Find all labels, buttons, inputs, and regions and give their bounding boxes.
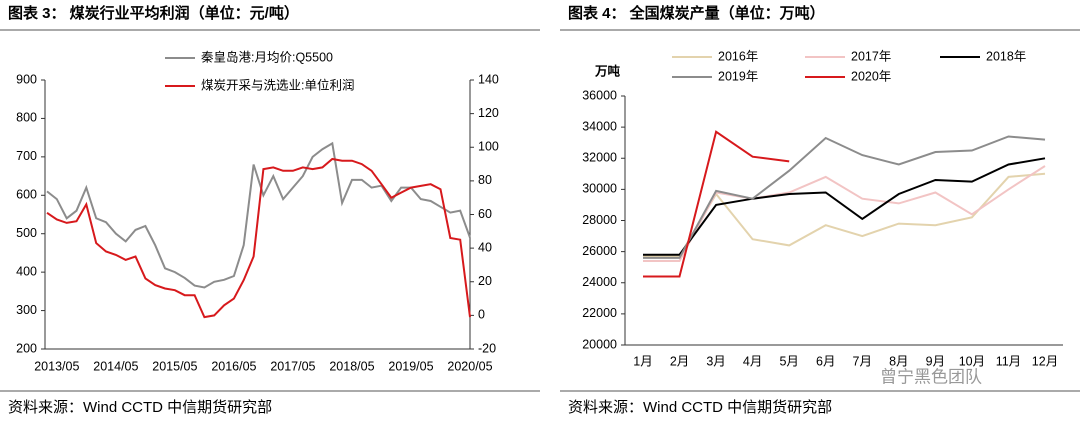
- x-tick-label: 7月: [853, 354, 872, 368]
- y2-tick-label: 60: [478, 207, 492, 221]
- x-tick-label: 2014/05: [93, 359, 138, 373]
- y-tick-label: 200: [16, 341, 37, 355]
- x-tick-label: 2020/05: [447, 359, 492, 373]
- x-tick-label: 4月: [743, 354, 762, 368]
- y-tick-label: 900: [16, 72, 37, 86]
- x-tick-label: 2015/05: [152, 359, 197, 373]
- x-tick-label: 2017/05: [270, 359, 315, 373]
- y-tick-label: 24000: [582, 275, 617, 289]
- series-line: [46, 157, 471, 319]
- series-line: [46, 141, 471, 289]
- x-tick-label: 12月: [1032, 354, 1058, 368]
- x-tick-label: 2016/05: [211, 359, 256, 373]
- x-tick-label: 8月: [889, 354, 908, 368]
- y2-tick-label: 80: [478, 173, 492, 187]
- y-tick-label: 32000: [582, 151, 617, 165]
- y-tick-label: 28000: [582, 213, 617, 227]
- y2-tick-label: 20: [478, 274, 492, 288]
- y-tick-label: 30000: [582, 182, 617, 196]
- legend-label: 2019年: [718, 69, 758, 83]
- y-tick-label: 400: [16, 264, 37, 278]
- x-tick-label: 11月: [996, 354, 1021, 368]
- x-tick-label: 3月: [706, 354, 725, 368]
- y2-tick-label: 0: [478, 308, 485, 322]
- y-tick-label: 300: [16, 303, 37, 317]
- x-tick-label: 2019/05: [388, 359, 433, 373]
- x-tick-label: 10月: [959, 354, 985, 368]
- y2-tick-label: 140: [478, 72, 499, 86]
- y-tick-label: 20000: [582, 337, 617, 351]
- y-tick-label: 34000: [582, 119, 617, 133]
- y2-tick-label: -20: [478, 341, 496, 355]
- y-tick-label: 800: [16, 111, 37, 125]
- legend-label: 2018年: [986, 49, 1026, 63]
- x-tick-label: 2013/05: [34, 359, 79, 373]
- y-axis-label: 万吨: [594, 63, 621, 78]
- y-tick-label: 26000: [582, 244, 617, 258]
- legend-label: 2016年: [718, 49, 758, 63]
- legend-label: 秦皇岛港:月均价:Q5500: [201, 49, 333, 64]
- x-tick-label: 9月: [926, 354, 945, 368]
- series-line: [643, 157, 1046, 256]
- series-line: [643, 130, 790, 278]
- legend-label: 2020年: [851, 69, 891, 83]
- y-tick-label: 700: [16, 149, 37, 163]
- y2-tick-label: 100: [478, 140, 499, 154]
- y-tick-label: 36000: [582, 88, 617, 102]
- y2-tick-label: 40: [478, 240, 492, 254]
- x-tick-label: 5月: [779, 354, 798, 368]
- series-line: [643, 135, 1046, 259]
- legend-label: 2017年: [851, 49, 891, 63]
- x-tick-label: 1月: [633, 354, 652, 368]
- legend-label: 煤炭开采与洗选业:单位利润: [201, 77, 354, 92]
- y-tick-label: 500: [16, 226, 37, 240]
- source: 资料来源：Wind CCTD 中信期货研究部: [8, 399, 272, 416]
- x-tick-label: 2018/05: [329, 359, 374, 373]
- chart-title: 图表 3： 煤炭行业平均利润（单位：元/吨）: [8, 4, 299, 22]
- watermark: 曾宁黑色团队: [880, 367, 982, 386]
- source: 资料来源：Wind CCTD 中信期货研究部: [568, 399, 832, 416]
- y-tick-label: 22000: [582, 306, 617, 320]
- x-tick-label: 2月: [670, 354, 689, 368]
- x-tick-label: 6月: [816, 354, 835, 368]
- y-tick-label: 600: [16, 188, 37, 202]
- y2-tick-label: 120: [478, 106, 499, 120]
- chart-title: 图表 4： 全国煤炭产量（单位：万吨）: [568, 4, 825, 22]
